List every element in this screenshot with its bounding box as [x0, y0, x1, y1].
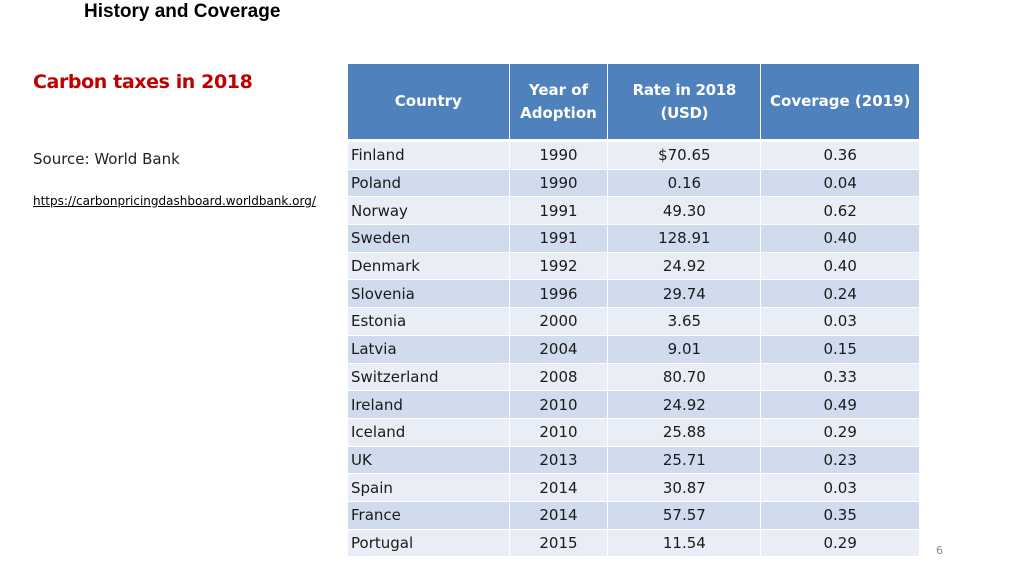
- cell-country: Denmark: [348, 252, 510, 281]
- cell-coverage: 0.24: [760, 279, 919, 309]
- cell-rate: 57.57: [607, 501, 762, 530]
- table-row: Finland 1990 $70.65 0.36: [348, 140, 919, 170]
- cell-rate: 80.70: [607, 363, 762, 392]
- cell-rate: 0.16: [607, 169, 762, 198]
- table-row: Portugal 2015 11.54 0.29: [348, 529, 919, 558]
- cell-coverage: 0.29: [760, 418, 919, 447]
- cell-rate: 128.91: [607, 224, 762, 253]
- header-coverage: Coverage (2019): [760, 64, 919, 142]
- cell-country: Spain: [348, 473, 510, 502]
- header-year-of-adoption: Year of Adoption: [509, 64, 609, 142]
- table-row: Latvia 2004 9.01 0.15: [348, 335, 919, 364]
- cell-year: 2014: [509, 473, 609, 502]
- table-body: Finland 1990 $70.65 0.36 Poland 1990 0.16 0.04 N…: [348, 140, 919, 558]
- cell-year: 1996: [509, 279, 609, 309]
- page-number: 6: [936, 544, 943, 557]
- cell-coverage: 0.62: [760, 196, 919, 226]
- cell-year: 1991: [509, 224, 609, 253]
- cell-country: Poland: [348, 169, 510, 198]
- cell-country: Portugal: [348, 529, 510, 558]
- cell-rate: 49.30: [607, 196, 762, 226]
- cell-year: 2008: [509, 363, 609, 392]
- header-rate: Rate in 2018 (USD): [607, 64, 762, 142]
- table-row: Spain 2014 30.87 0.03: [348, 473, 919, 502]
- cell-coverage: 0.40: [760, 224, 919, 253]
- table-row: UK 2013 25.71 0.23: [348, 446, 919, 475]
- cell-year: 2014: [509, 501, 609, 530]
- cell-coverage: 0.03: [760, 307, 919, 336]
- cell-rate: 24.92: [607, 252, 762, 281]
- table-row: Slovenia 1996 29.74 0.24: [348, 279, 919, 309]
- table-row: Sweden 1991 128.91 0.40: [348, 224, 919, 253]
- cell-country: Iceland: [348, 418, 510, 447]
- table-row: Switzerland 2008 80.70 0.33: [348, 363, 919, 392]
- cell-country: Slovenia: [348, 279, 510, 309]
- cell-rate: 9.01: [607, 335, 762, 364]
- cell-coverage: 0.04: [760, 169, 919, 198]
- cell-coverage: 0.29: [760, 529, 919, 558]
- carbon-tax-table: Country Year of Adoption Rate in 2018 (US…: [348, 64, 919, 558]
- header-country: Country: [348, 64, 510, 142]
- cell-coverage: 0.35: [760, 501, 919, 530]
- cell-coverage: 0.15: [760, 335, 919, 364]
- cell-rate: 25.71: [607, 446, 762, 475]
- table-row: Norway 1991 49.30 0.62: [348, 196, 919, 226]
- section-subtitle: Carbon taxes in 2018: [33, 71, 253, 93]
- cell-country: Latvia: [348, 335, 510, 364]
- cell-country: Switzerland: [348, 363, 510, 392]
- cell-year: 2010: [509, 418, 609, 447]
- source-link[interactable]: https://carbonpricingdashboard.worldbank…: [33, 194, 316, 208]
- table-row: Poland 1990 0.16 0.04: [348, 169, 919, 198]
- cell-year: 2010: [509, 390, 609, 419]
- table-row: Iceland 2010 25.88 0.29: [348, 418, 919, 447]
- cell-year: 2015: [509, 529, 609, 558]
- cell-year: 1992: [509, 252, 609, 281]
- table-row: Ireland 2010 24.92 0.49: [348, 390, 919, 419]
- page-title: History and Coverage: [84, 1, 281, 22]
- cell-country: Ireland: [348, 390, 510, 419]
- cell-rate: 25.88: [607, 418, 762, 447]
- cell-coverage: 0.33: [760, 363, 919, 392]
- cell-rate: 24.92: [607, 390, 762, 419]
- cell-coverage: 0.23: [760, 446, 919, 475]
- cell-rate: 3.65: [607, 307, 762, 336]
- cell-rate: 11.54: [607, 529, 762, 558]
- cell-country: UK: [348, 446, 510, 475]
- cell-year: 2000: [509, 307, 609, 336]
- table-row: France 2014 57.57 0.35: [348, 501, 919, 530]
- cell-coverage: 0.03: [760, 473, 919, 502]
- table-row: Denmark 1992 24.92 0.40: [348, 252, 919, 281]
- cell-country: France: [348, 501, 510, 530]
- cell-country: Norway: [348, 196, 510, 226]
- cell-rate: 29.74: [607, 279, 762, 309]
- table-row: Estonia 2000 3.65 0.03: [348, 307, 919, 336]
- cell-country: Finland: [348, 140, 510, 170]
- cell-year: 1990: [509, 169, 609, 198]
- table-header-row: Country Year of Adoption Rate in 2018 (US…: [348, 64, 919, 142]
- cell-year: 2004: [509, 335, 609, 364]
- cell-year: 2013: [509, 446, 609, 475]
- cell-coverage: 0.36: [760, 140, 919, 170]
- cell-coverage: 0.40: [760, 252, 919, 281]
- cell-year: 1991: [509, 196, 609, 226]
- cell-rate: 30.87: [607, 473, 762, 502]
- cell-country: Estonia: [348, 307, 510, 336]
- cell-year: 1990: [509, 140, 609, 170]
- source-label: Source: World Bank: [33, 150, 180, 168]
- header-year-line2: Adoption: [520, 103, 597, 122]
- cell-rate: $70.65: [607, 140, 762, 170]
- cell-country: Sweden: [348, 224, 510, 253]
- cell-coverage: 0.49: [760, 390, 919, 419]
- header-year-line1: Year of: [528, 80, 589, 99]
